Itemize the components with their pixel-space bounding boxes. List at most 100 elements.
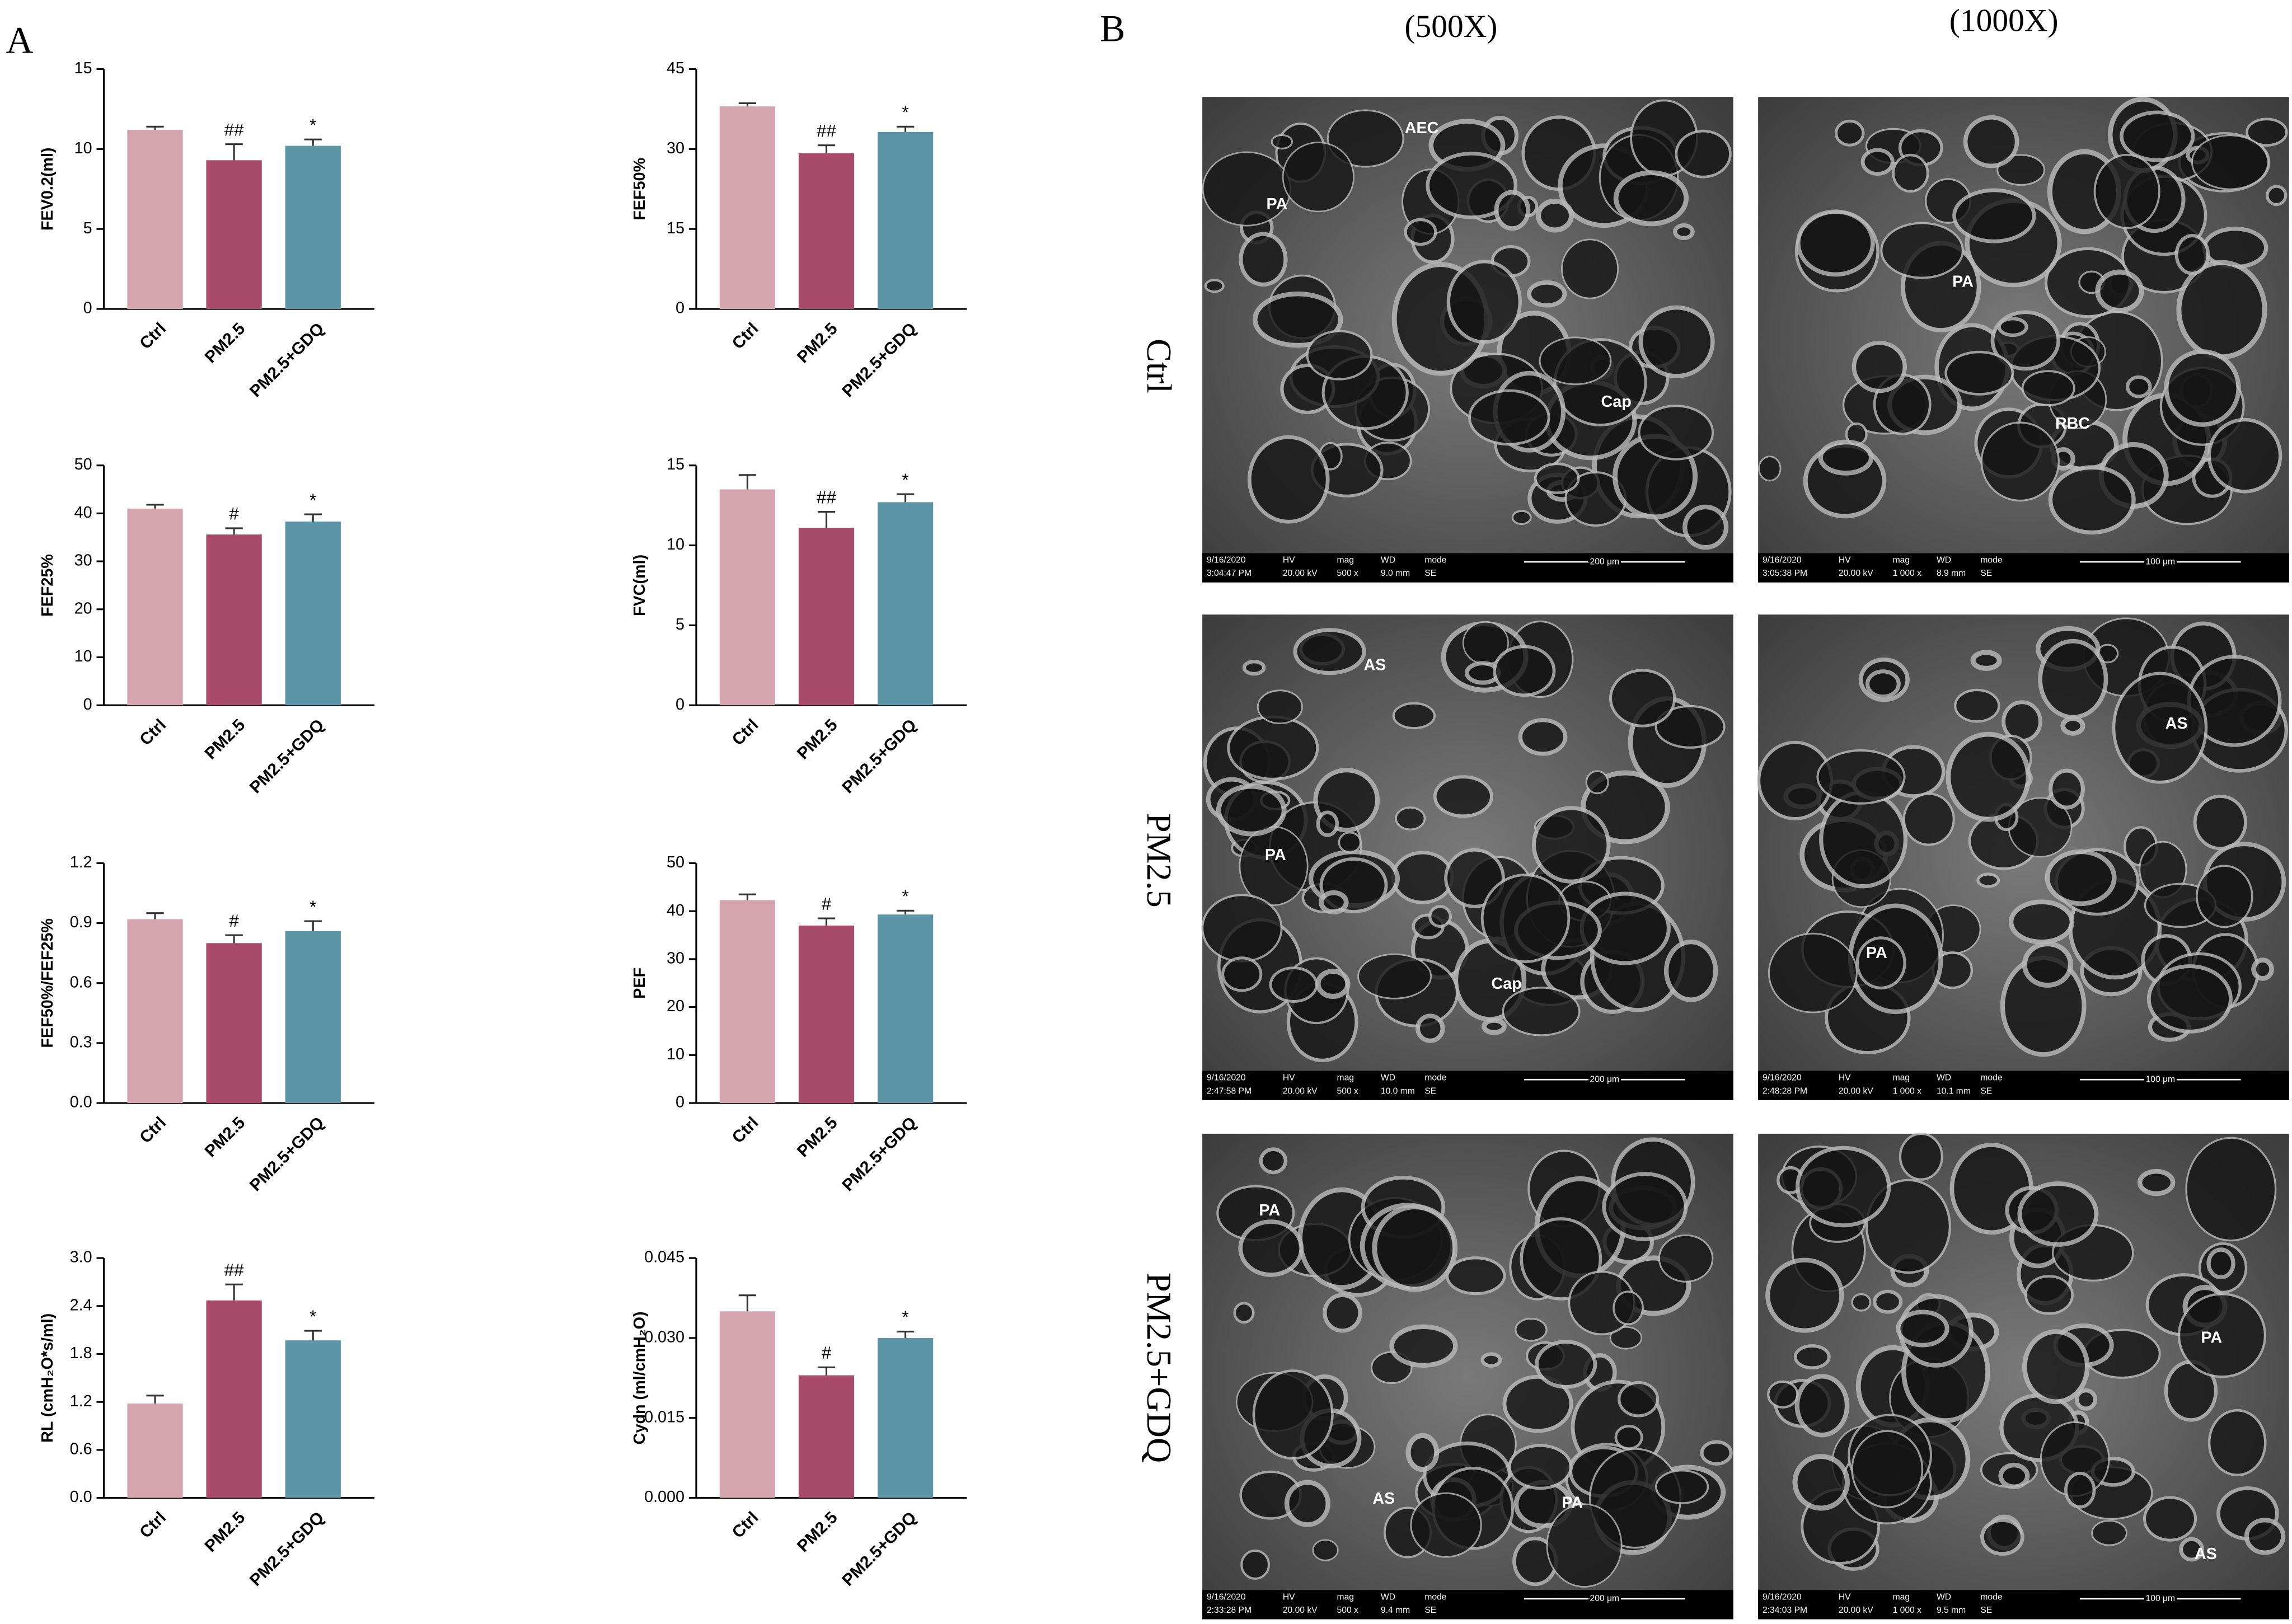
structure-label: PA bbox=[1952, 273, 1974, 291]
texture bbox=[1672, 223, 1695, 241]
texture bbox=[1316, 810, 1339, 837]
bar bbox=[877, 132, 934, 309]
bar bbox=[877, 1337, 934, 1498]
texture bbox=[1792, 1454, 1850, 1511]
texture bbox=[1202, 151, 1292, 227]
structure-label: PA bbox=[1266, 195, 1287, 213]
texture bbox=[1655, 1469, 1709, 1504]
texture bbox=[2185, 1137, 2277, 1242]
y-tick-label: 1.2 bbox=[70, 853, 92, 871]
texture bbox=[1851, 1293, 1872, 1312]
texture bbox=[1892, 153, 1929, 193]
y-tick-label: 0.3 bbox=[70, 1033, 92, 1051]
x-tick-label: Ctrl bbox=[729, 1508, 762, 1542]
info-text: SE bbox=[1424, 1086, 1436, 1096]
y-tick-label: 10 bbox=[667, 536, 685, 553]
y-axis-label: Cydn (ml/cmH₂O) bbox=[631, 1311, 649, 1444]
scale-label: 100 μm bbox=[2146, 557, 2176, 566]
bar bbox=[798, 1375, 855, 1498]
info-text: 1 000 x bbox=[1893, 1086, 1922, 1096]
y-tick-label: 30 bbox=[74, 552, 92, 570]
bar bbox=[877, 914, 934, 1104]
x-tick-label: PM2.5+GDQ bbox=[246, 1508, 328, 1590]
texture bbox=[1410, 1492, 1482, 1558]
info-header: mode bbox=[1424, 1592, 1446, 1602]
info-header: mag bbox=[1893, 1073, 1910, 1083]
y-tick-label: 0.015 bbox=[644, 1408, 685, 1426]
y-tick-label: 0.0 bbox=[70, 1488, 92, 1506]
texture bbox=[1609, 669, 1676, 727]
texture bbox=[1357, 953, 1432, 999]
info-bar bbox=[1202, 553, 1733, 583]
texture bbox=[1609, 1326, 1643, 1350]
texture bbox=[1372, 1204, 1458, 1292]
bar bbox=[285, 521, 341, 706]
info-text: SE bbox=[1980, 1086, 1992, 1096]
info-header: WD bbox=[1381, 556, 1395, 565]
bar bbox=[285, 1340, 341, 1498]
texture bbox=[1865, 1179, 1951, 1274]
scale-label: 100 μm bbox=[2146, 1594, 2176, 1603]
error-bar bbox=[817, 144, 836, 153]
bar bbox=[206, 1300, 262, 1498]
bar bbox=[877, 502, 934, 706]
texture bbox=[1312, 1539, 1339, 1561]
texture bbox=[1997, 317, 2028, 337]
significance-label: # bbox=[822, 894, 832, 914]
info-header: mag bbox=[1337, 556, 1354, 565]
info-text: 2:48:28 PM bbox=[1763, 1086, 1807, 1096]
texture bbox=[2038, 639, 2108, 720]
texture bbox=[1963, 115, 2019, 168]
error-bar bbox=[225, 527, 243, 535]
info-header: HV bbox=[1283, 556, 1295, 565]
texture bbox=[1768, 932, 1858, 1013]
bar bbox=[285, 145, 341, 309]
info-text: SE bbox=[1424, 569, 1436, 578]
significance-label: * bbox=[902, 1307, 909, 1327]
texture bbox=[2177, 1293, 2267, 1378]
y-axis-label: FEF50%/FEF25% bbox=[39, 918, 57, 1048]
texture bbox=[1515, 1317, 1548, 1342]
texture bbox=[1216, 783, 1287, 837]
y-tick-label: 0 bbox=[83, 696, 92, 714]
x-tick-label: PM2.5 bbox=[794, 716, 841, 763]
x-tick-label: PM2.5 bbox=[794, 320, 841, 367]
texture bbox=[2060, 716, 2085, 736]
y-tick-label: 50 bbox=[74, 456, 92, 473]
structure-label: PA bbox=[1259, 1201, 1280, 1219]
texture bbox=[1638, 405, 1714, 461]
texture bbox=[2246, 118, 2288, 147]
texture bbox=[1404, 218, 1437, 246]
texture bbox=[1613, 170, 1689, 227]
error-bar bbox=[896, 125, 915, 132]
y-tick-label: 1.8 bbox=[70, 1344, 92, 1362]
y-tick-label: 3.0 bbox=[70, 1248, 92, 1266]
panel-label: B bbox=[1100, 7, 1125, 50]
texture bbox=[1271, 134, 1293, 150]
scale-label: 200 μm bbox=[1590, 1594, 1619, 1603]
y-axis-label: PEF bbox=[631, 968, 649, 999]
info-bar bbox=[1202, 1590, 1733, 1620]
texture bbox=[1546, 1503, 1623, 1588]
x-tick-label: Ctrl bbox=[136, 320, 170, 353]
texture bbox=[1851, 1430, 1924, 1509]
texture bbox=[1819, 790, 1908, 889]
texture bbox=[1428, 905, 1452, 928]
x-tick-label: PM2.5 bbox=[201, 320, 249, 367]
info-text: 1 000 x bbox=[1893, 1606, 1922, 1615]
texture bbox=[2191, 134, 2269, 190]
texture bbox=[1315, 969, 1351, 999]
info-text: 9/16/2020 bbox=[1207, 1592, 1246, 1602]
y-tick-label: 0 bbox=[676, 1093, 685, 1111]
texture bbox=[1536, 199, 1574, 233]
y-tick-label: 5 bbox=[83, 219, 92, 237]
texture bbox=[1970, 650, 2002, 671]
texture bbox=[1323, 1293, 1362, 1333]
texture bbox=[1899, 1132, 1943, 1181]
info-header: WD bbox=[1937, 1073, 1951, 1083]
bar bbox=[127, 508, 183, 706]
texture bbox=[1204, 279, 1225, 293]
info-header: WD bbox=[1381, 1073, 1395, 1083]
info-header: HV bbox=[1283, 1592, 1295, 1602]
